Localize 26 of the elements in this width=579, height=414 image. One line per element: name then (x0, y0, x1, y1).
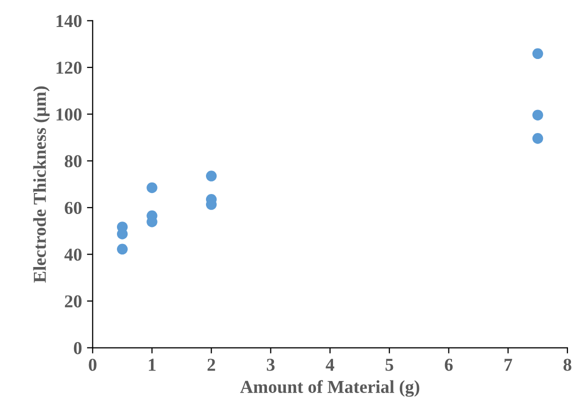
x-axis-title: Amount of Material (g) (240, 380, 420, 397)
x-tick-label: 8 (564, 358, 572, 371)
y-tick-label: 20 (64, 295, 82, 308)
point (532, 110, 544, 120)
x-tick-label: 1 (148, 358, 156, 371)
point (116, 228, 128, 240)
x-tick-label: 3 (266, 358, 275, 371)
y-tick-label: 80 (64, 155, 82, 168)
y-axis-title: Electrode Thickness (µm) (33, 86, 50, 283)
y-tick-label: 0 (74, 342, 82, 354)
y-tick-label: 60 (64, 202, 82, 214)
x-tick-label: 7 (504, 358, 512, 371)
point (206, 170, 217, 182)
point (146, 182, 158, 194)
x-tick-label: 6 (444, 358, 453, 371)
x-tick-label: 5 (386, 358, 394, 371)
x-tick-label: 0 (88, 358, 96, 371)
y-tick-label: 100 (56, 108, 82, 121)
point (116, 244, 128, 255)
x-tick-label: 2 (208, 358, 216, 371)
y-tick-label: 120 (56, 62, 82, 74)
x-tick-label: 4 (326, 358, 334, 371)
y-tick-label: 40 (64, 248, 82, 261)
point (532, 48, 544, 60)
point (532, 133, 544, 144)
y-tick-label: 140 (56, 14, 82, 28)
